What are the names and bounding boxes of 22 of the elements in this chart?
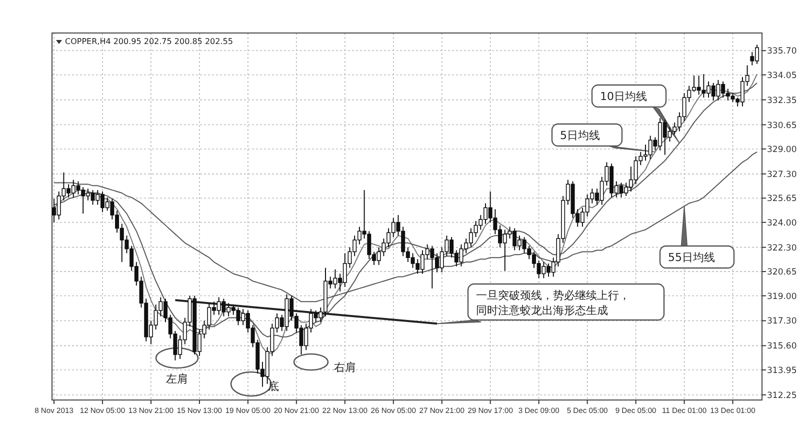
y-tick-label: 315.60 [767, 342, 797, 352]
y-tick-label: 317.30 [767, 316, 797, 327]
annotation: 右肩 [334, 361, 356, 374]
y-tick-label: 324.00 [767, 218, 797, 228]
y-tick-label: 313.95 [767, 366, 797, 376]
y-tick-label: 332.35 [767, 96, 797, 106]
y-tick-label: 320.65 [767, 268, 797, 278]
text: COPPER,H4 200.95 202.75 200.85 202.55 [65, 37, 233, 46]
annotation: 55日均线 [668, 251, 715, 264]
annotation: 10日均线 [600, 90, 647, 103]
y-tick-label: 335.70 [767, 46, 797, 57]
annotation: 左肩 [166, 372, 188, 386]
y-tick-label: 330.65 [767, 120, 797, 131]
y-tick-label: 319.00 [767, 292, 797, 302]
y-tick-label: 312.25 [767, 390, 797, 401]
y-tick-label: 325.65 [767, 194, 797, 204]
annotation: 5日均线 [560, 129, 600, 142]
annotation: 一旦突破颈线，势必继续上行，同时注意蛟龙出海形态生成 [476, 289, 630, 317]
y-tick-label: 334.05 [767, 70, 797, 81]
y-tick-label: 329.00 [767, 144, 797, 155]
y-tick-label: 322.30 [767, 243, 797, 254]
y-tick-label: 327.30 [767, 170, 797, 180]
